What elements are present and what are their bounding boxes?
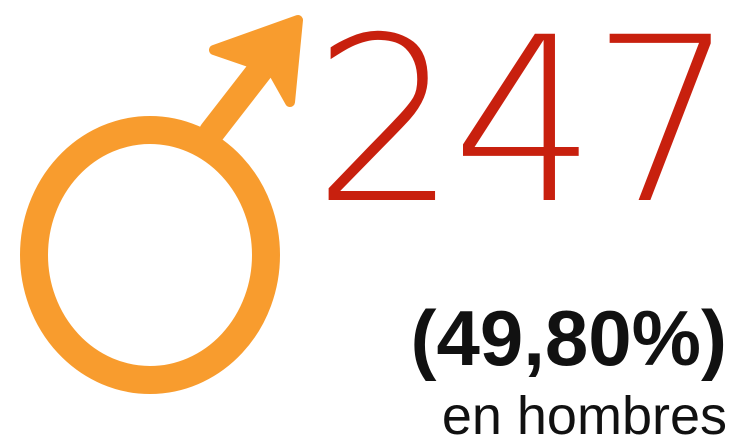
male-symbol — [20, 15, 303, 394]
male-symbol-arrowhead — [209, 15, 303, 107]
stat-value: 247 — [313, 0, 730, 254]
male-symbol-circle — [20, 116, 280, 394]
stat-percentage: (49,80%) — [411, 294, 728, 382]
stat-label: en hombres — [442, 386, 727, 440]
